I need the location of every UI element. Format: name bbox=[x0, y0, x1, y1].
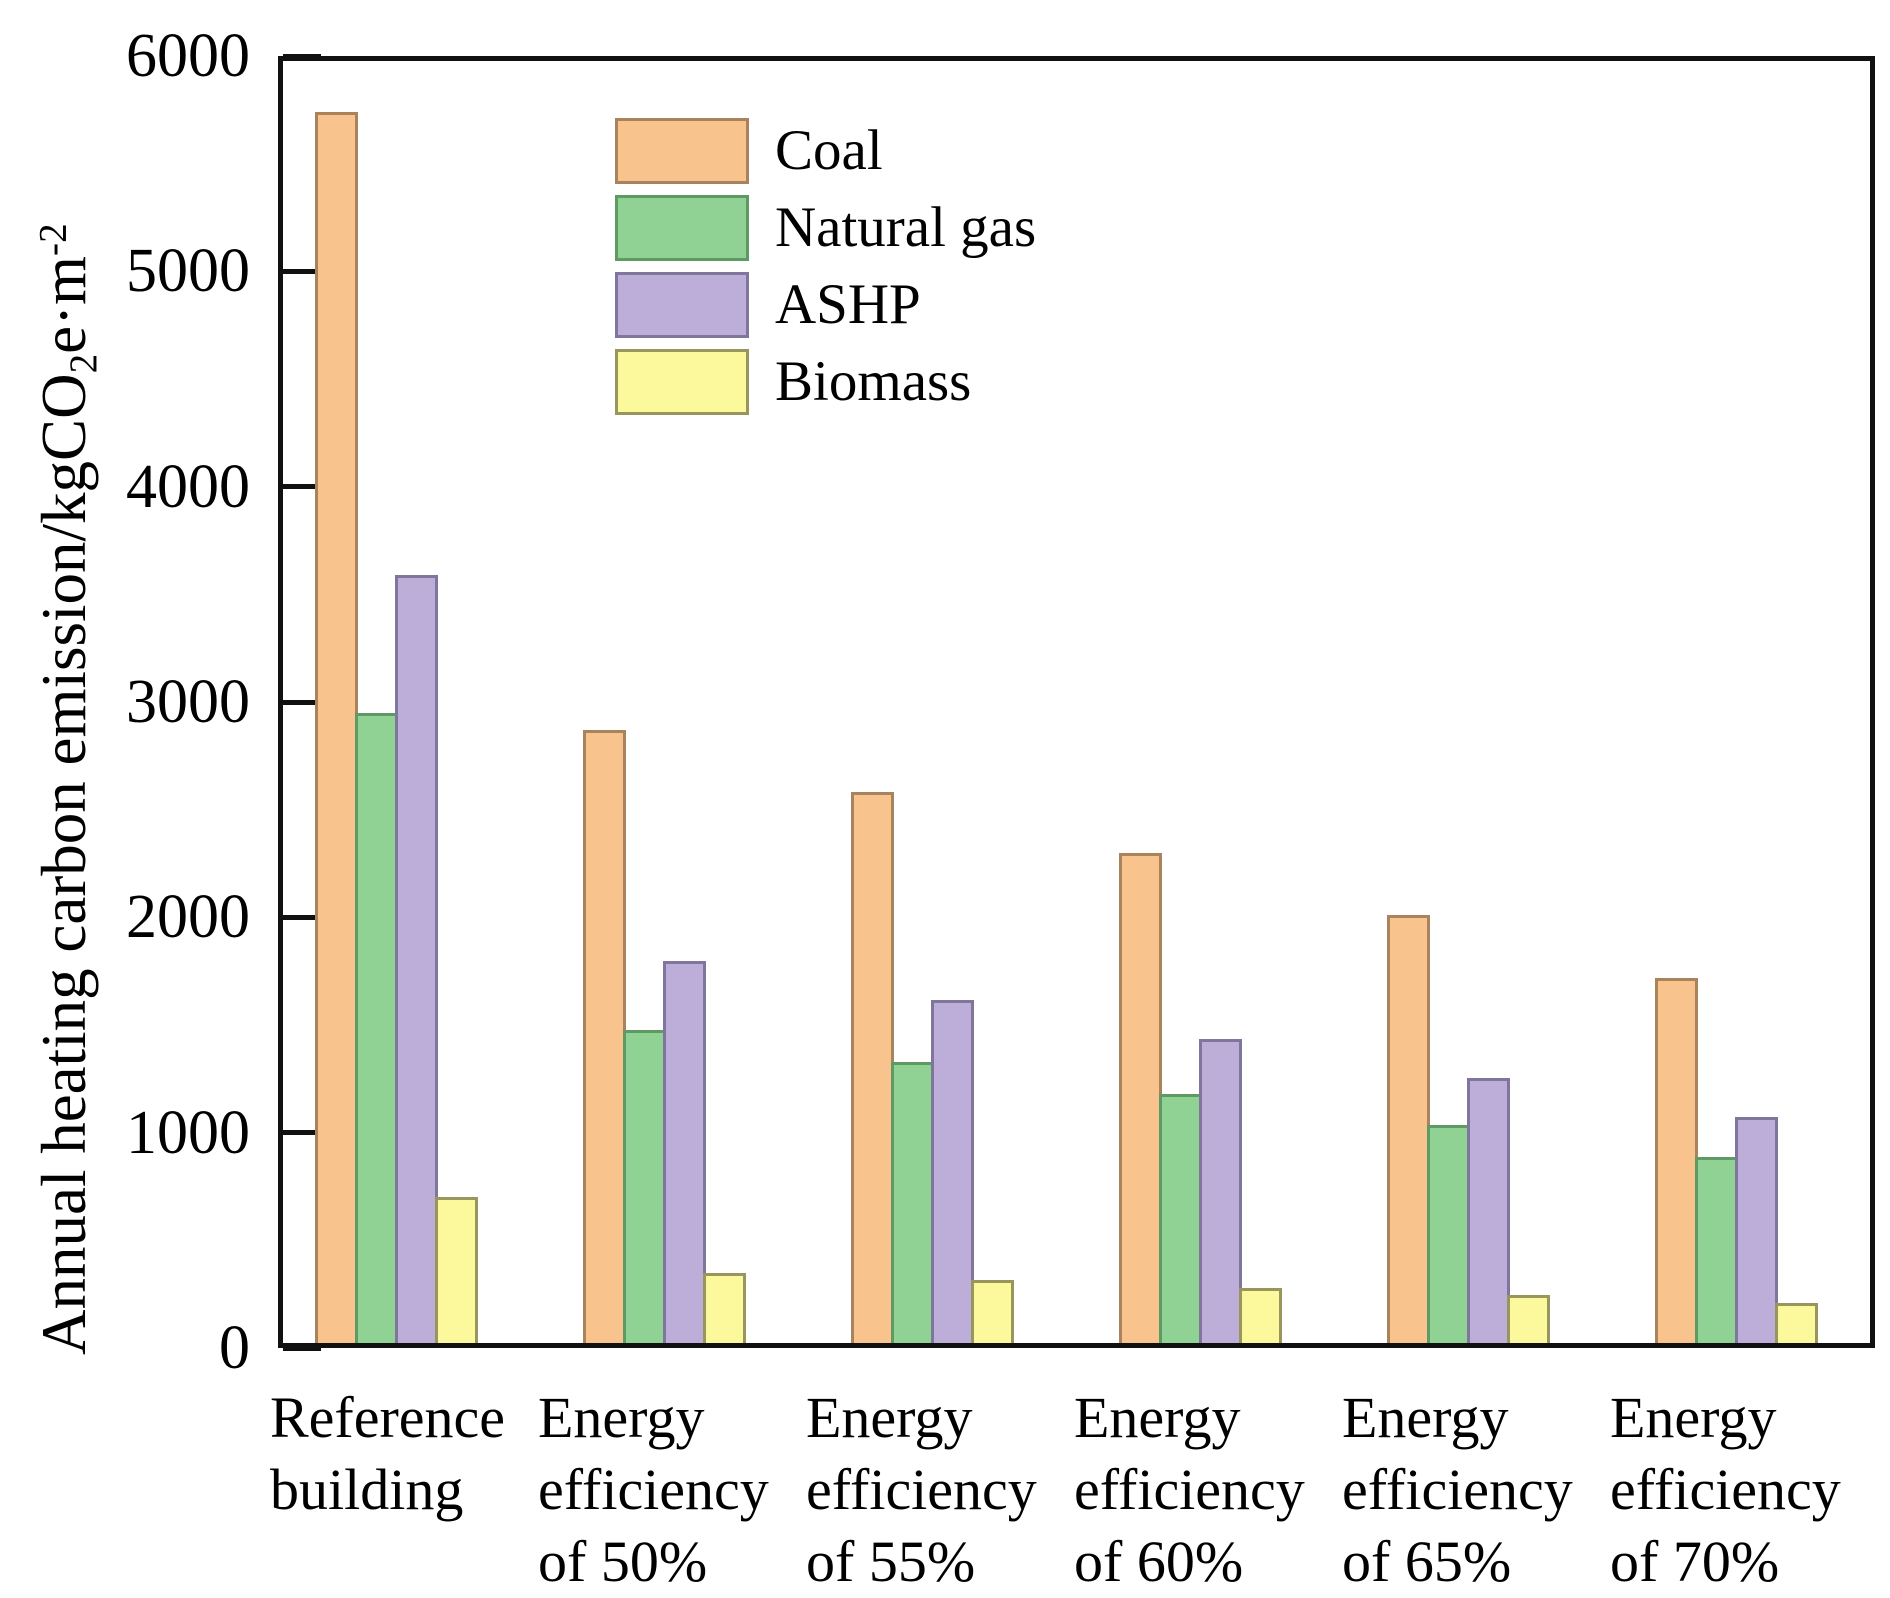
bar-coal bbox=[315, 111, 358, 1343]
legend-label: Coal bbox=[775, 119, 883, 182]
bar-ashp bbox=[1467, 1077, 1510, 1343]
y-tick-mark bbox=[283, 268, 321, 274]
bar-biomass bbox=[435, 1197, 478, 1343]
bar-ashp bbox=[1735, 1116, 1778, 1343]
x-category-label-line: efficiency bbox=[1342, 1456, 1573, 1522]
bar-ashp bbox=[931, 1000, 974, 1343]
bar-ashp bbox=[1199, 1038, 1242, 1343]
bar-natural-gas bbox=[355, 712, 398, 1343]
y-axis-title: Annual heating carbon emission/kgCO2e·m-… bbox=[28, 223, 106, 1355]
x-category-label-line: of 55% bbox=[806, 1528, 976, 1594]
legend-swatch-biomass bbox=[615, 349, 749, 415]
x-category-label-line: efficiency bbox=[538, 1456, 769, 1522]
y-tick-label: 6000 bbox=[126, 22, 250, 90]
bar-natural-gas bbox=[891, 1061, 934, 1343]
bar-natural-gas bbox=[1695, 1157, 1738, 1343]
y-tick-label: 5000 bbox=[126, 237, 250, 306]
y-axis-title-part: 2 bbox=[61, 353, 105, 374]
y-tick-mark bbox=[283, 1345, 321, 1351]
bar-coal bbox=[851, 792, 894, 1343]
legend-label: Biomass bbox=[775, 350, 972, 413]
x-category-label-line: efficiency bbox=[1610, 1456, 1841, 1522]
y-tick-label: 2000 bbox=[126, 883, 250, 952]
x-category-label: Reference building bbox=[270, 1382, 505, 1526]
x-category-label: Energy efficiency of 70% bbox=[1610, 1382, 1841, 1598]
x-category-label: Energy efficiency of 50% bbox=[538, 1382, 769, 1598]
x-category-label: Energy efficiency of 65% bbox=[1342, 1382, 1573, 1598]
bar-coal bbox=[1387, 915, 1430, 1343]
y-tick-mark bbox=[283, 699, 321, 705]
y-tick-label: 3000 bbox=[126, 668, 250, 736]
bar-coal bbox=[583, 729, 626, 1343]
x-category-label-line: of 70% bbox=[1610, 1528, 1780, 1594]
bar-biomass bbox=[1775, 1302, 1818, 1343]
y-tick-mark bbox=[283, 914, 321, 920]
x-category-label-line: building bbox=[270, 1456, 464, 1522]
x-category-label-line: of 65% bbox=[1342, 1528, 1512, 1594]
y-tick-label: 1000 bbox=[126, 1098, 250, 1167]
bar-biomass bbox=[971, 1280, 1014, 1343]
bar-ashp bbox=[663, 961, 706, 1343]
legend-swatch-ashp bbox=[615, 272, 749, 338]
x-category-label-line: Reference bbox=[270, 1385, 506, 1450]
y-tick-mark bbox=[283, 484, 321, 490]
bar-natural-gas bbox=[1427, 1125, 1470, 1343]
x-category-label-line: Energy bbox=[1074, 1385, 1241, 1450]
legend-swatch-coal bbox=[615, 118, 749, 184]
legend-swatch-natural-gas bbox=[615, 195, 749, 261]
bar-biomass bbox=[1239, 1287, 1282, 1343]
legend-label: ASHP bbox=[775, 273, 921, 336]
y-axis-title-part: Annual heating carbon emission/kgCO bbox=[29, 373, 99, 1355]
x-category-label-line: Energy bbox=[538, 1385, 705, 1450]
x-category-label-line: Energy bbox=[806, 1385, 973, 1450]
x-category-label-line: Energy bbox=[1610, 1385, 1777, 1450]
x-category-label-line: of 60% bbox=[1074, 1528, 1244, 1594]
x-category-label: Energy efficiency of 55% bbox=[806, 1382, 1037, 1598]
legend-label: Natural gas bbox=[775, 196, 1037, 259]
x-category-label-line: efficiency bbox=[1074, 1456, 1305, 1522]
bar-natural-gas bbox=[623, 1030, 666, 1343]
bar-ashp bbox=[395, 574, 438, 1343]
y-tick-label: 0 bbox=[219, 1314, 250, 1382]
bar-biomass bbox=[703, 1272, 746, 1343]
x-category-label-line: of 50% bbox=[538, 1528, 708, 1594]
bar-coal bbox=[1119, 852, 1162, 1343]
y-tick-mark bbox=[283, 1130, 321, 1136]
bar-coal bbox=[1655, 977, 1698, 1343]
x-category-label-line: Energy bbox=[1342, 1385, 1509, 1450]
y-tick-mark bbox=[283, 53, 321, 59]
y-tick-label: 4000 bbox=[126, 452, 250, 521]
bar-natural-gas bbox=[1159, 1093, 1202, 1343]
plot-area bbox=[278, 56, 1875, 1348]
bar-biomass bbox=[1507, 1295, 1550, 1343]
x-category-label: Energy efficiency of 60% bbox=[1074, 1382, 1305, 1598]
x-category-label-line: efficiency bbox=[806, 1456, 1037, 1522]
